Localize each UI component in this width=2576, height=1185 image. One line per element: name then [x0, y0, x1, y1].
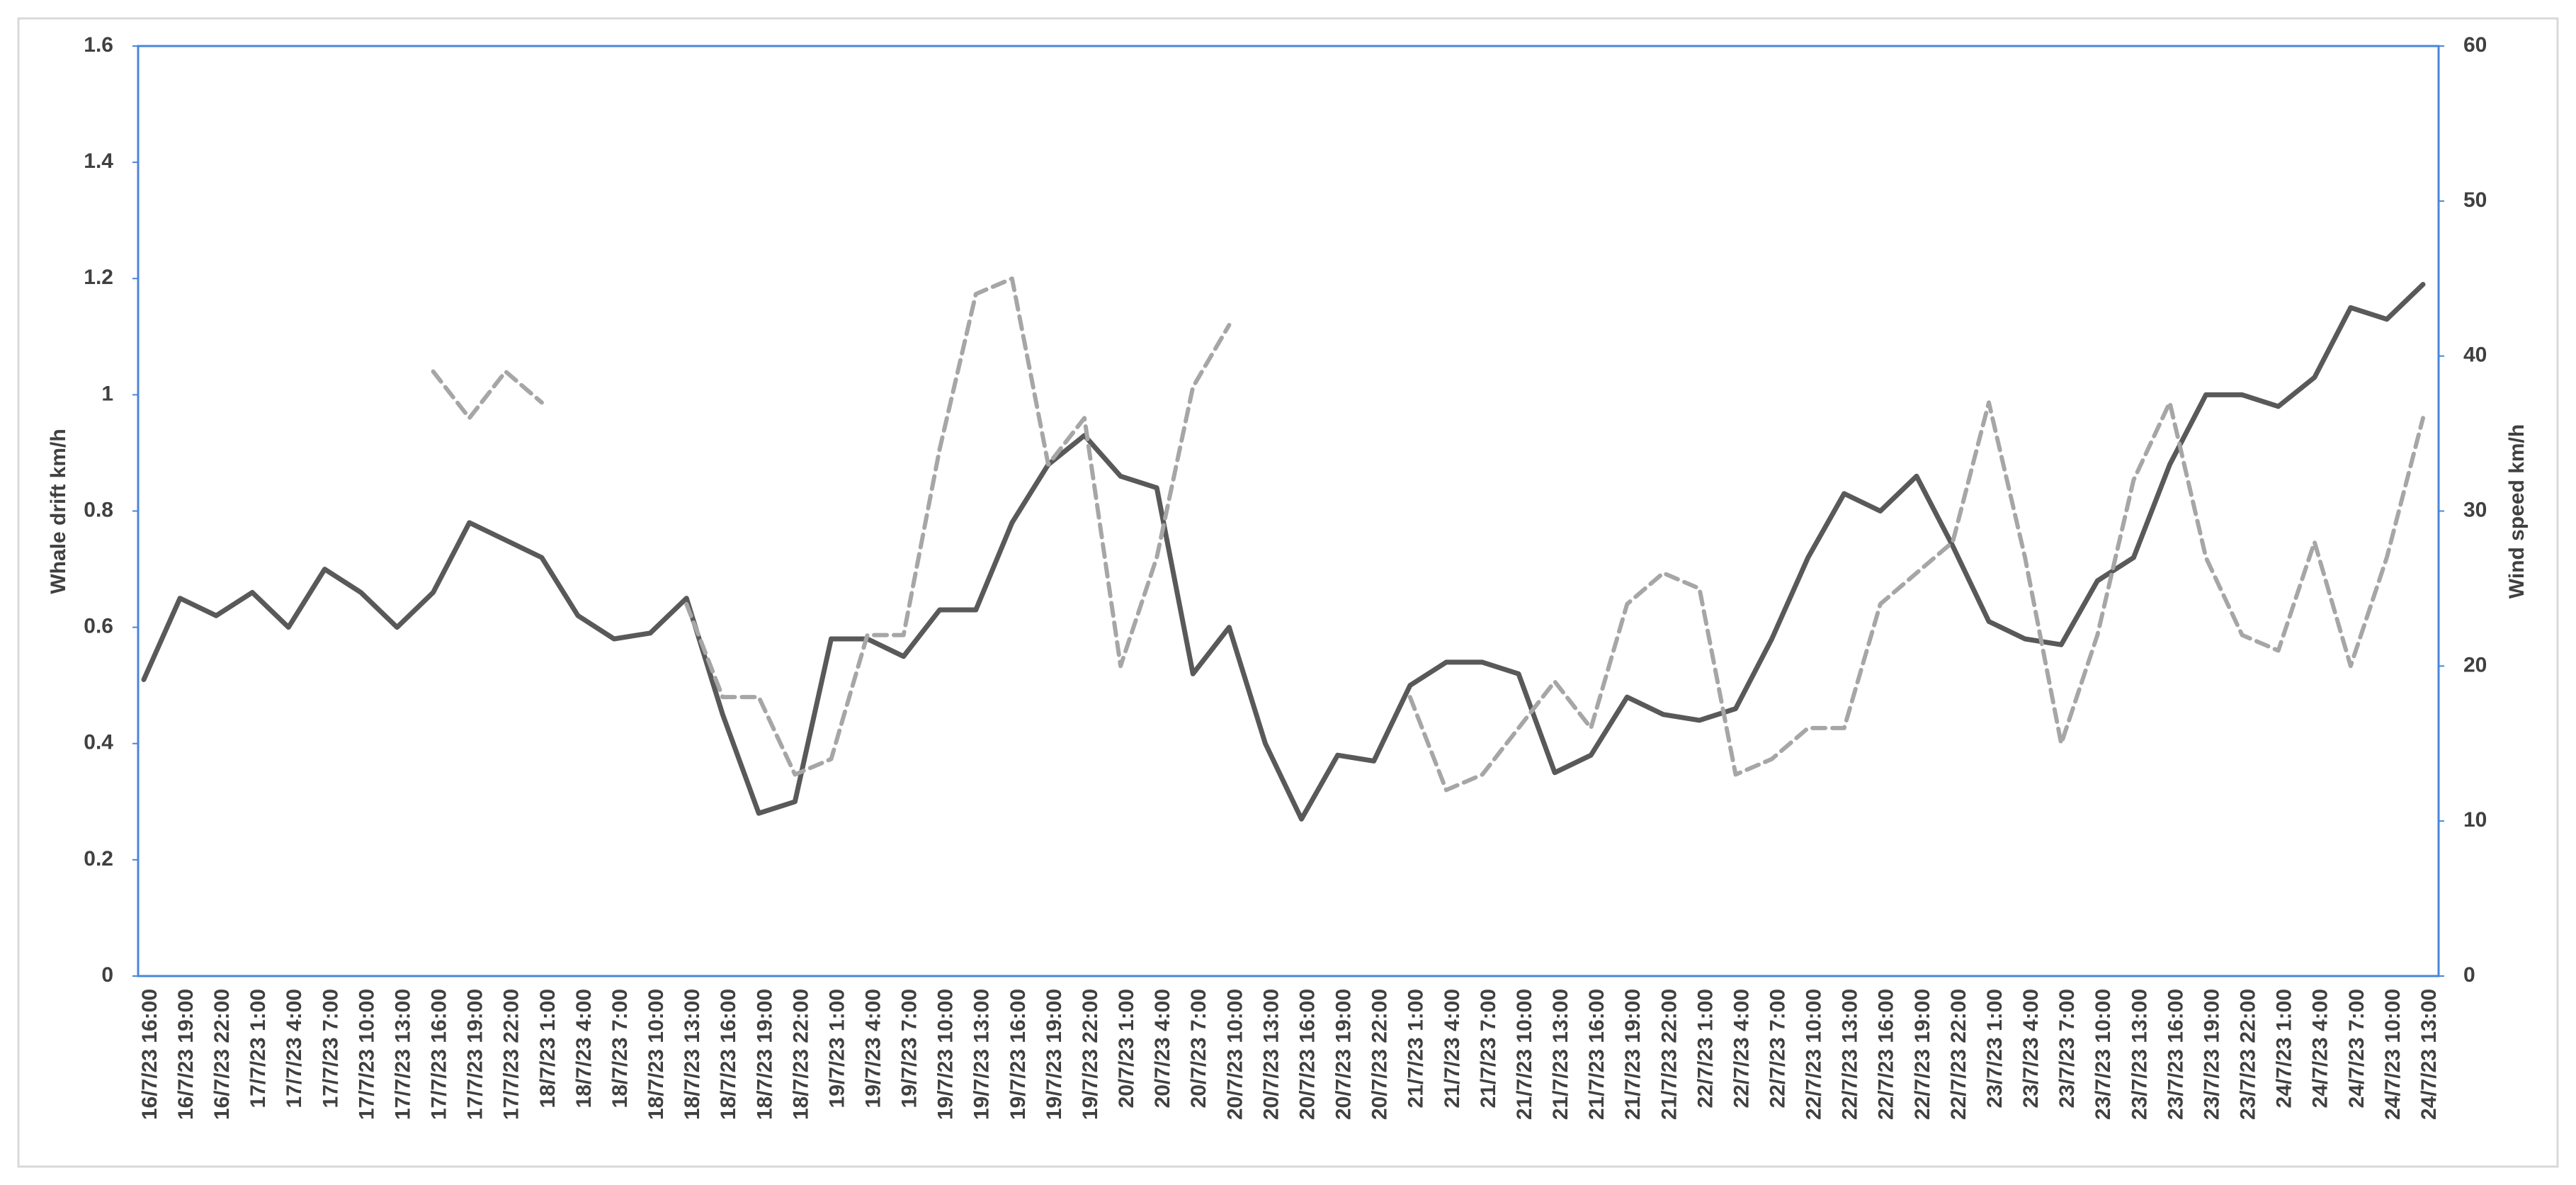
x-tick-label: 18/7/23 19:00	[753, 989, 776, 1120]
chart-border	[17, 17, 2559, 1168]
x-tick-label: 20/7/23 16:00	[1295, 989, 1319, 1120]
x-tick-label: 19/7/23 22:00	[1079, 989, 1102, 1120]
y-tick-label: 0.6	[84, 615, 113, 638]
y-tick-label: 1.2	[84, 266, 113, 289]
x-tick-label: 18/7/23 7:00	[608, 989, 632, 1108]
y-axis-title: Whale drift km/h	[47, 429, 70, 594]
x-tick-label: 21/7/23 10:00	[1513, 989, 1536, 1120]
y2-tick-label: 30	[2463, 498, 2487, 521]
x-tick-label: 20/7/23 7:00	[1187, 989, 1210, 1108]
x-tick-label: 17/7/23 7:00	[319, 989, 342, 1108]
x-tick-label: 19/7/23 1:00	[825, 989, 849, 1108]
x-tick-label: 20/7/23 10:00	[1223, 989, 1247, 1120]
x-tick-label: 23/7/23 13:00	[2128, 989, 2151, 1120]
y2-tick-label: 60	[2463, 33, 2487, 57]
x-tick-label: 23/7/23 16:00	[2164, 989, 2187, 1120]
x-tick-label: 16/7/23 22:00	[210, 989, 234, 1120]
x-tick-label: 24/7/23 10:00	[2381, 989, 2405, 1120]
y2-tick-label: 50	[2463, 188, 2487, 212]
x-tick-label: 24/7/23 13:00	[2417, 989, 2441, 1120]
series-line	[431, 276, 2425, 793]
x-tick-label: 19/7/23 7:00	[898, 989, 921, 1108]
x-tick-label: 19/7/23 4:00	[862, 989, 885, 1108]
y2-tick-label: 10	[2463, 808, 2487, 832]
y-tick-label: 1	[101, 382, 113, 405]
x-tick-label: 16/7/23 19:00	[174, 989, 198, 1120]
x-tick-label: 17/7/23 22:00	[500, 989, 523, 1120]
x-tick-label: 23/7/23 19:00	[2200, 989, 2223, 1120]
x-tick-label: 24/7/23 7:00	[2345, 989, 2368, 1108]
x-tick-label: 20/7/23 22:00	[1368, 989, 1392, 1120]
y2-tick-label: 0	[2463, 963, 2475, 987]
x-tick-label: 17/7/23 10:00	[355, 989, 378, 1120]
x-tick-label: 18/7/23 4:00	[572, 989, 596, 1108]
y-tick-label: 0.2	[84, 847, 113, 871]
x-tick-label: 17/7/23 19:00	[464, 989, 487, 1120]
x-tick-label: 18/7/23 1:00	[536, 989, 560, 1108]
x-tick-label: 24/7/23 4:00	[2309, 989, 2332, 1108]
y-tick-label: 0.8	[84, 498, 113, 521]
x-tick-label: 22/7/23 1:00	[1693, 989, 1717, 1108]
x-tick-label: 23/7/23 10:00	[2092, 989, 2115, 1120]
x-tick-label: 21/7/23 19:00	[1621, 989, 1645, 1120]
x-tick-label: 19/7/23 13:00	[970, 989, 994, 1120]
x-tick-label: 22/7/23 19:00	[1911, 989, 1934, 1120]
x-tick-label: 21/7/23 7:00	[1477, 989, 1500, 1108]
x-tick-label: 17/7/23 13:00	[391, 989, 414, 1120]
x-tick-label: 18/7/23 22:00	[789, 989, 812, 1120]
x-tick-label: 22/7/23 7:00	[1766, 989, 1789, 1108]
x-tick-label: 23/7/23 7:00	[2055, 989, 2079, 1108]
y2-tick-label: 20	[2463, 653, 2487, 676]
x-tick-label: 22/7/23 22:00	[1947, 989, 1970, 1120]
plot-area	[137, 45, 2440, 977]
x-tick-label: 20/7/23 4:00	[1151, 989, 1174, 1108]
x-tick-label: 18/7/23 16:00	[717, 989, 740, 1120]
x-tick-label: 17/7/23 1:00	[246, 989, 270, 1108]
x-tick-label: 18/7/23 10:00	[645, 989, 668, 1120]
x-tick-label: 22/7/23 10:00	[1803, 989, 1826, 1120]
x-tick-label: 17/7/23 4:00	[283, 989, 306, 1108]
x-tick-label: 23/7/23 22:00	[2237, 989, 2260, 1120]
x-tick-label: 20/7/23 13:00	[1259, 989, 1283, 1120]
x-tick-label: 19/7/23 16:00	[1006, 989, 1030, 1120]
x-tick-label: 22/7/23 4:00	[1730, 989, 1753, 1108]
x-tick-label: 21/7/23 22:00	[1657, 989, 1681, 1120]
x-tick-label: 21/7/23 1:00	[1405, 989, 1428, 1108]
x-tick-label: 19/7/23 10:00	[934, 989, 958, 1120]
x-tick-label: 22/7/23 16:00	[1875, 989, 1898, 1120]
x-tick-label: 21/7/23 16:00	[1585, 989, 1608, 1120]
y2-axis-title: Wind speed km/h	[2505, 424, 2529, 599]
x-tick-label: 21/7/23 4:00	[1441, 989, 1464, 1108]
x-tick-label: 23/7/23 4:00	[2019, 989, 2043, 1108]
x-tick-label: 19/7/23 19:00	[1043, 989, 1066, 1120]
y-tick-label: 1.4	[84, 149, 113, 173]
x-tick-label: 22/7/23 13:00	[1839, 989, 1862, 1120]
x-tick-label: 24/7/23 1:00	[2273, 989, 2296, 1108]
y-tick-label: 1.6	[84, 33, 113, 57]
x-tick-label: 17/7/23 16:00	[428, 989, 451, 1120]
y2-tick-label: 40	[2463, 344, 2487, 367]
x-tick-label: 21/7/23 13:00	[1549, 989, 1572, 1120]
x-tick-label: 18/7/23 13:00	[681, 989, 704, 1120]
series-line	[141, 282, 2426, 822]
y-tick-label: 0.4	[84, 731, 113, 754]
x-tick-label: 23/7/23 1:00	[1983, 989, 2007, 1108]
x-tick-label: 20/7/23 19:00	[1332, 989, 1356, 1120]
x-tick-label: 16/7/23 16:00	[138, 989, 161, 1120]
x-tick-label: 20/7/23 1:00	[1115, 989, 1138, 1108]
y-tick-label: 0	[101, 963, 113, 987]
